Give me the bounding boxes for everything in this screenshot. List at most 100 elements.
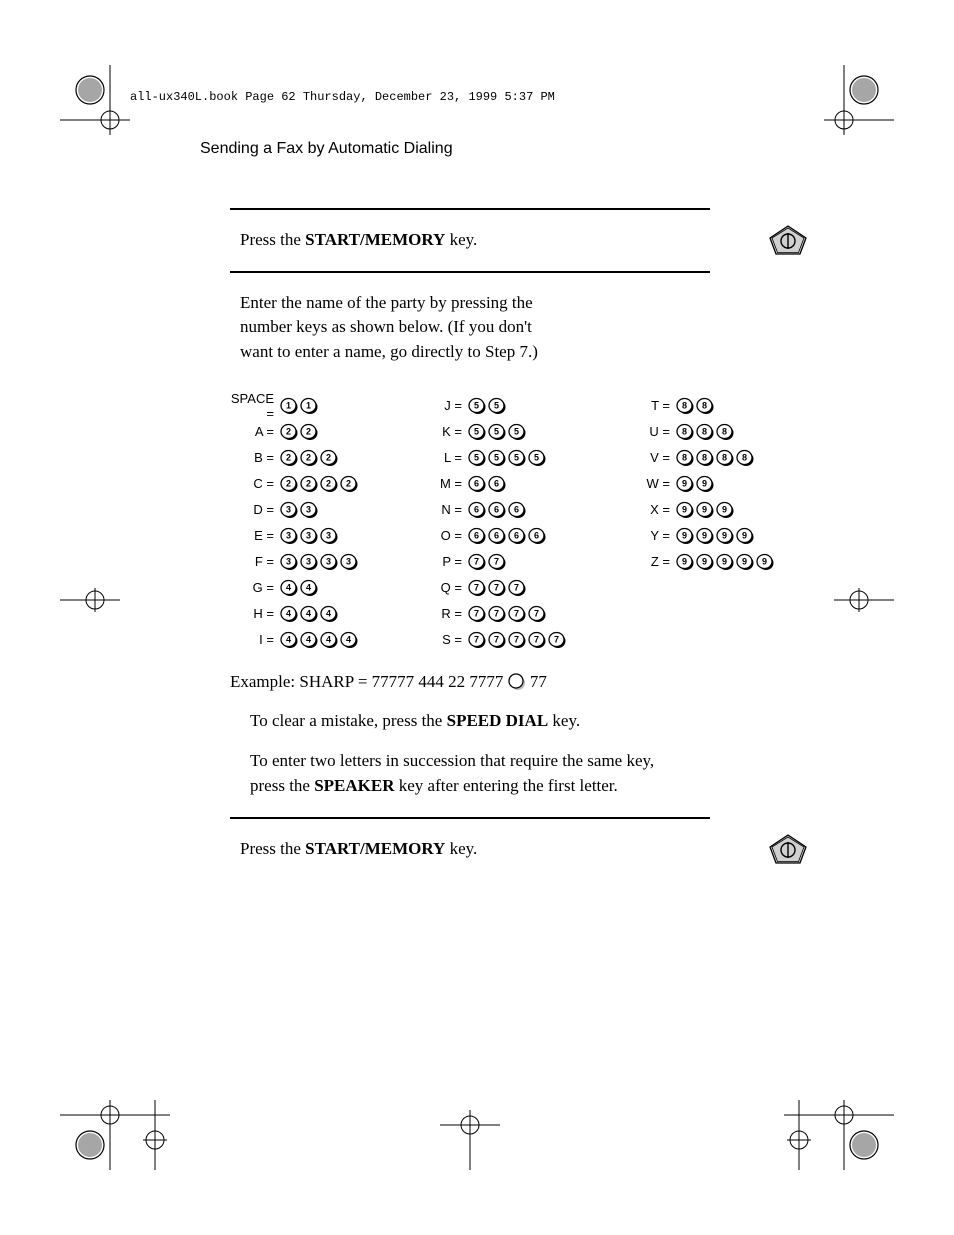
svg-text:7: 7 <box>554 634 559 644</box>
keypad-row-label: E = <box>230 528 278 543</box>
step7-key-label: START/MEMORY <box>305 839 445 858</box>
svg-text:2: 2 <box>286 478 291 488</box>
number-key-icon: 9 <box>676 475 694 493</box>
svg-text:6: 6 <box>474 504 479 514</box>
number-key-icon: 5 <box>488 423 506 441</box>
svg-text:5: 5 <box>474 452 479 462</box>
number-key-icon: 8 <box>696 449 714 467</box>
number-key-icon: 3 <box>280 553 298 571</box>
number-key-icon: 7 <box>488 605 506 623</box>
svg-text:9: 9 <box>702 556 707 566</box>
keypad-row-label: V = <box>626 450 674 465</box>
number-key-icon: 1 <box>280 397 298 415</box>
svg-text:2: 2 <box>306 426 311 436</box>
tip1-post: key. <box>548 711 580 730</box>
svg-text:7: 7 <box>534 608 539 618</box>
keypad-col: SPACE =11A =22B =222C =2222D =33E =333F … <box>230 395 358 651</box>
keypad-row: K =555 <box>418 421 566 443</box>
tip1-pre: To clear a mistake, press the <box>250 711 447 730</box>
svg-text:9: 9 <box>742 530 747 540</box>
svg-text:8: 8 <box>702 452 707 462</box>
step-7: Press the START/MEMORY key. <box>240 837 710 862</box>
tips: To clear a mistake, press the SPEED DIAL… <box>250 708 690 799</box>
svg-text:7: 7 <box>474 608 479 618</box>
svg-text:5: 5 <box>494 426 499 436</box>
number-key-icon: 6 <box>528 527 546 545</box>
tip2-key: SPEAKER <box>314 776 394 795</box>
tip2-post: key after entering the first letter. <box>395 776 618 795</box>
keypad-row-label: Y = <box>626 528 674 543</box>
number-key-icon: 4 <box>340 631 358 649</box>
number-key-icon: 3 <box>280 527 298 545</box>
number-key-icon: 4 <box>320 631 338 649</box>
number-key-icon: 7 <box>488 579 506 597</box>
keypad-row: M =66 <box>418 473 566 495</box>
svg-text:2: 2 <box>346 478 351 488</box>
svg-text:9: 9 <box>762 556 767 566</box>
svg-text:7: 7 <box>474 634 479 644</box>
svg-text:3: 3 <box>346 556 351 566</box>
keypad-row: E =333 <box>230 525 358 547</box>
number-key-icon: 5 <box>508 449 526 467</box>
number-key-icon: 5 <box>488 397 506 415</box>
keypad-row-label: X = <box>626 502 674 517</box>
svg-text:8: 8 <box>682 400 687 410</box>
keypad-row: Q =777 <box>418 577 566 599</box>
svg-text:9: 9 <box>722 530 727 540</box>
rule-mid1 <box>230 271 710 273</box>
number-key-icon: 5 <box>468 423 486 441</box>
keypad-row-label: O = <box>418 528 466 543</box>
keypad-table: SPACE =11A =22B =222C =2222D =33E =333F … <box>230 395 740 651</box>
svg-text:6: 6 <box>514 504 519 514</box>
svg-text:6: 6 <box>534 530 539 540</box>
step7-text-post: key. <box>445 839 477 858</box>
step5-text-post: key. <box>445 230 477 249</box>
number-key-icon: 5 <box>528 449 546 467</box>
keypad-row-label: T = <box>626 398 674 413</box>
number-key-icon: 9 <box>736 527 754 545</box>
start-memory-icon <box>766 833 810 867</box>
crop-mark-mid-right <box>834 580 894 620</box>
number-key-icon: 9 <box>696 501 714 519</box>
svg-text:8: 8 <box>722 452 727 462</box>
rule-mid2 <box>230 817 710 819</box>
svg-text:6: 6 <box>494 530 499 540</box>
number-key-icon: 2 <box>300 423 318 441</box>
number-key-icon: 4 <box>280 605 298 623</box>
svg-text:6: 6 <box>494 504 499 514</box>
keypad-row: N =666 <box>418 499 566 521</box>
svg-text:9: 9 <box>702 478 707 488</box>
svg-text:8: 8 <box>742 452 747 462</box>
svg-text:7: 7 <box>474 582 479 592</box>
svg-text:9: 9 <box>742 556 747 566</box>
number-key-icon: 1 <box>300 397 318 415</box>
crop-mark-top-right <box>824 65 894 135</box>
svg-text:7: 7 <box>514 634 519 644</box>
page-content: Sending a Fax by Automatic Dialing Press… <box>200 140 740 867</box>
keypad-row: V =8888 <box>626 447 774 469</box>
svg-text:9: 9 <box>722 556 727 566</box>
svg-text:6: 6 <box>474 478 479 488</box>
number-key-icon: 2 <box>300 475 318 493</box>
number-key-icon: 6 <box>488 475 506 493</box>
number-key-icon: 7 <box>468 631 486 649</box>
keypad-row: O =6666 <box>418 525 566 547</box>
keypad-row: B =222 <box>230 447 358 469</box>
svg-text:9: 9 <box>682 530 687 540</box>
number-key-icon: 8 <box>696 397 714 415</box>
keypad-row: A =22 <box>230 421 358 443</box>
number-key-icon: 8 <box>676 449 694 467</box>
number-key-icon: 9 <box>756 553 774 571</box>
svg-text:7: 7 <box>514 608 519 618</box>
keypad-row-label: SPACE = <box>230 391 278 421</box>
number-key-icon: 9 <box>676 501 694 519</box>
number-key-icon: 3 <box>300 553 318 571</box>
svg-text:5: 5 <box>494 400 499 410</box>
keypad-row-label: Q = <box>418 580 466 595</box>
svg-text:3: 3 <box>286 556 291 566</box>
page: all-ux340L.book Page 62 Thursday, Decemb… <box>0 0 954 1235</box>
number-key-icon: 9 <box>716 553 734 571</box>
svg-text:2: 2 <box>326 452 331 462</box>
number-key-icon: 7 <box>548 631 566 649</box>
svg-text:9: 9 <box>682 504 687 514</box>
